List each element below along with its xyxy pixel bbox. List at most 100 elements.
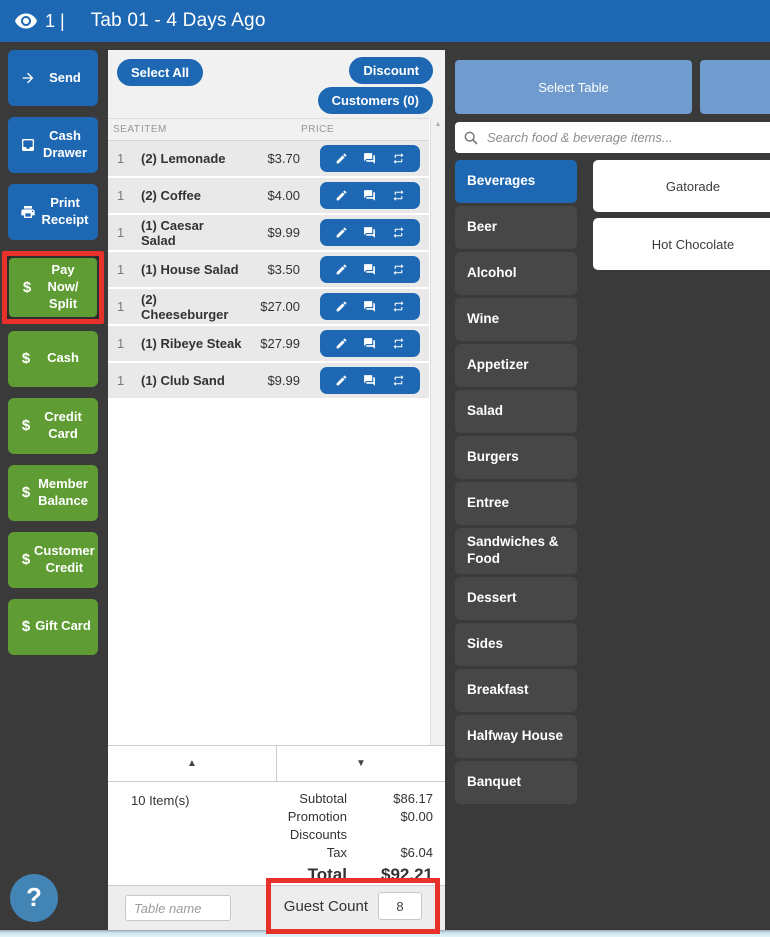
repeat-icon[interactable] bbox=[392, 263, 405, 276]
select-table-button[interactable]: Select Table bbox=[455, 60, 692, 114]
category-button[interactable]: Halfway House bbox=[455, 714, 577, 758]
summary-value: $86.17 bbox=[393, 791, 433, 806]
credit-card-button[interactable]: $ Credit Card bbox=[8, 397, 98, 454]
order-scrollbar[interactable]: ▲ ▼ bbox=[430, 118, 445, 758]
edit-icon[interactable] bbox=[335, 337, 348, 350]
category-label: Sandwiches & Food bbox=[467, 534, 559, 566]
category-button[interactable]: Entree bbox=[455, 482, 577, 525]
summary-line: Tax $6.04 bbox=[197, 844, 433, 862]
customer-credit-button[interactable]: $ Customer Credit bbox=[8, 531, 98, 588]
category-label: Entree bbox=[467, 495, 510, 511]
category-button[interactable]: Breakfast bbox=[455, 668, 577, 712]
repeat-icon[interactable] bbox=[392, 337, 405, 350]
category-button[interactable]: Sandwiches & Food bbox=[455, 528, 577, 574]
category-button[interactable]: Beer bbox=[455, 206, 577, 249]
category-button[interactable]: Burgers bbox=[455, 436, 577, 479]
item-cell: (2) Lemonade bbox=[141, 151, 226, 166]
cash-drawer-icon bbox=[22, 139, 34, 151]
category-label: Breakfast bbox=[467, 681, 529, 697]
order-row[interactable]: 1 (1) House Salad $3.50 bbox=[108, 252, 429, 289]
item-cell: (1) Club Sand bbox=[141, 373, 225, 388]
category-button[interactable]: Wine bbox=[455, 298, 577, 341]
edit-icon[interactable] bbox=[335, 152, 348, 165]
edit-icon[interactable] bbox=[335, 189, 348, 202]
items-count: 10 Item(s) bbox=[131, 793, 190, 808]
summary-value bbox=[347, 826, 433, 844]
category-list: Beverages Beer Alcohol Wine Appetizer Sa… bbox=[455, 160, 577, 804]
page-down-button[interactable]: ▼ bbox=[277, 746, 445, 781]
row-actions bbox=[320, 367, 420, 394]
seat-cell: 1 bbox=[117, 225, 125, 240]
order-row[interactable]: 1 (2) Lemonade $3.70 bbox=[108, 141, 429, 178]
menu-panel: Select Table Beverages Beer Alcohol Wine… bbox=[450, 42, 770, 937]
page-up-button[interactable]: ▲ bbox=[108, 746, 277, 781]
summary-value: $0.00 bbox=[400, 809, 433, 824]
chat-icon[interactable] bbox=[363, 152, 376, 165]
table-name-input[interactable] bbox=[125, 895, 231, 921]
order-row[interactable]: 1 (2) Cheeseburger $27.00 bbox=[108, 289, 429, 326]
pay-now-split-button[interactable]: $ Pay Now/ Split bbox=[7, 256, 99, 319]
chat-icon[interactable] bbox=[363, 226, 376, 239]
order-row[interactable]: 1 (2) Coffee $4.00 bbox=[108, 178, 429, 215]
category-button[interactable]: Salad bbox=[455, 390, 577, 433]
help-button[interactable]: ? bbox=[10, 874, 58, 922]
chat-icon[interactable] bbox=[363, 300, 376, 313]
edit-icon[interactable] bbox=[335, 300, 348, 313]
summary-value: $6.04 bbox=[400, 845, 433, 860]
order-controls: Select All Discount Customers (0) bbox=[108, 50, 445, 118]
order-pager: ▲ ▼ bbox=[108, 745, 445, 782]
edit-icon[interactable] bbox=[335, 226, 348, 239]
guest-count-label: Guest Count bbox=[283, 897, 368, 915]
cash-label: Cash bbox=[47, 350, 79, 366]
search-input[interactable] bbox=[485, 129, 767, 146]
search-icon bbox=[464, 131, 478, 145]
product-card[interactable]: Hot Chocolate bbox=[593, 218, 770, 270]
scroll-up-icon[interactable]: ▲ bbox=[434, 121, 442, 128]
repeat-icon[interactable] bbox=[392, 189, 405, 202]
send-label: Send bbox=[49, 69, 81, 85]
printer-icon bbox=[21, 206, 35, 218]
price-cell: $27.00 bbox=[260, 299, 300, 314]
summary-label: Promotion bbox=[287, 809, 347, 824]
product-label: Hot Chocolate bbox=[651, 236, 735, 252]
repeat-icon[interactable] bbox=[392, 152, 405, 165]
edit-icon[interactable] bbox=[335, 374, 348, 387]
cash-drawer-label: Cash Drawer bbox=[42, 128, 88, 160]
repeat-icon[interactable] bbox=[392, 374, 405, 387]
summary-line: Discounts bbox=[197, 826, 433, 844]
price-cell: $27.99 bbox=[260, 336, 300, 351]
select-all-button[interactable]: Select All bbox=[117, 59, 204, 86]
order-row[interactable]: 1 (1) Ribeye Steak $27.99 bbox=[108, 326, 429, 363]
cash-button[interactable]: $ Cash bbox=[8, 330, 98, 387]
category-button[interactable]: Dessert bbox=[455, 576, 577, 620]
customers-button[interactable]: Customers (0) bbox=[317, 87, 433, 114]
chat-icon[interactable] bbox=[363, 337, 376, 350]
chat-icon[interactable] bbox=[363, 189, 376, 202]
dollar-icon: $ bbox=[21, 551, 31, 569]
guest-count-input[interactable] bbox=[378, 892, 422, 920]
repeat-icon[interactable] bbox=[392, 300, 405, 313]
product-card[interactable]: Gatorade bbox=[593, 160, 770, 212]
partial-button[interactable] bbox=[700, 60, 770, 114]
cash-drawer-button[interactable]: Cash Drawer bbox=[8, 117, 98, 173]
chat-icon[interactable] bbox=[363, 374, 376, 387]
chat-icon[interactable] bbox=[363, 263, 376, 276]
member-balance-button[interactable]: $ Member Balance bbox=[8, 464, 98, 521]
category-button[interactable]: Sides bbox=[455, 622, 577, 666]
print-receipt-button[interactable]: Print Receipt bbox=[8, 184, 98, 240]
order-row[interactable]: 1 (1) Club Sand $9.99 bbox=[108, 363, 429, 400]
repeat-icon[interactable] bbox=[392, 226, 405, 239]
row-actions bbox=[320, 330, 420, 357]
order-row[interactable]: 1 (1) Caesar Salad $9.99 bbox=[108, 215, 429, 252]
gift-card-button[interactable]: $ Gift Card bbox=[8, 598, 98, 655]
category-button[interactable]: Beverages bbox=[455, 160, 577, 203]
category-button[interactable]: Alcohol bbox=[455, 252, 577, 295]
category-button[interactable]: Banquet bbox=[455, 760, 577, 804]
summary-label: Tax bbox=[326, 845, 347, 860]
send-button[interactable]: Send bbox=[8, 50, 98, 106]
category-button[interactable]: Appetizer bbox=[455, 344, 577, 387]
edit-icon[interactable] bbox=[335, 263, 348, 276]
seat-column-header: SEAT bbox=[113, 124, 141, 135]
discount-button[interactable]: Discount bbox=[349, 57, 433, 84]
seat-cell: 1 bbox=[117, 188, 125, 203]
